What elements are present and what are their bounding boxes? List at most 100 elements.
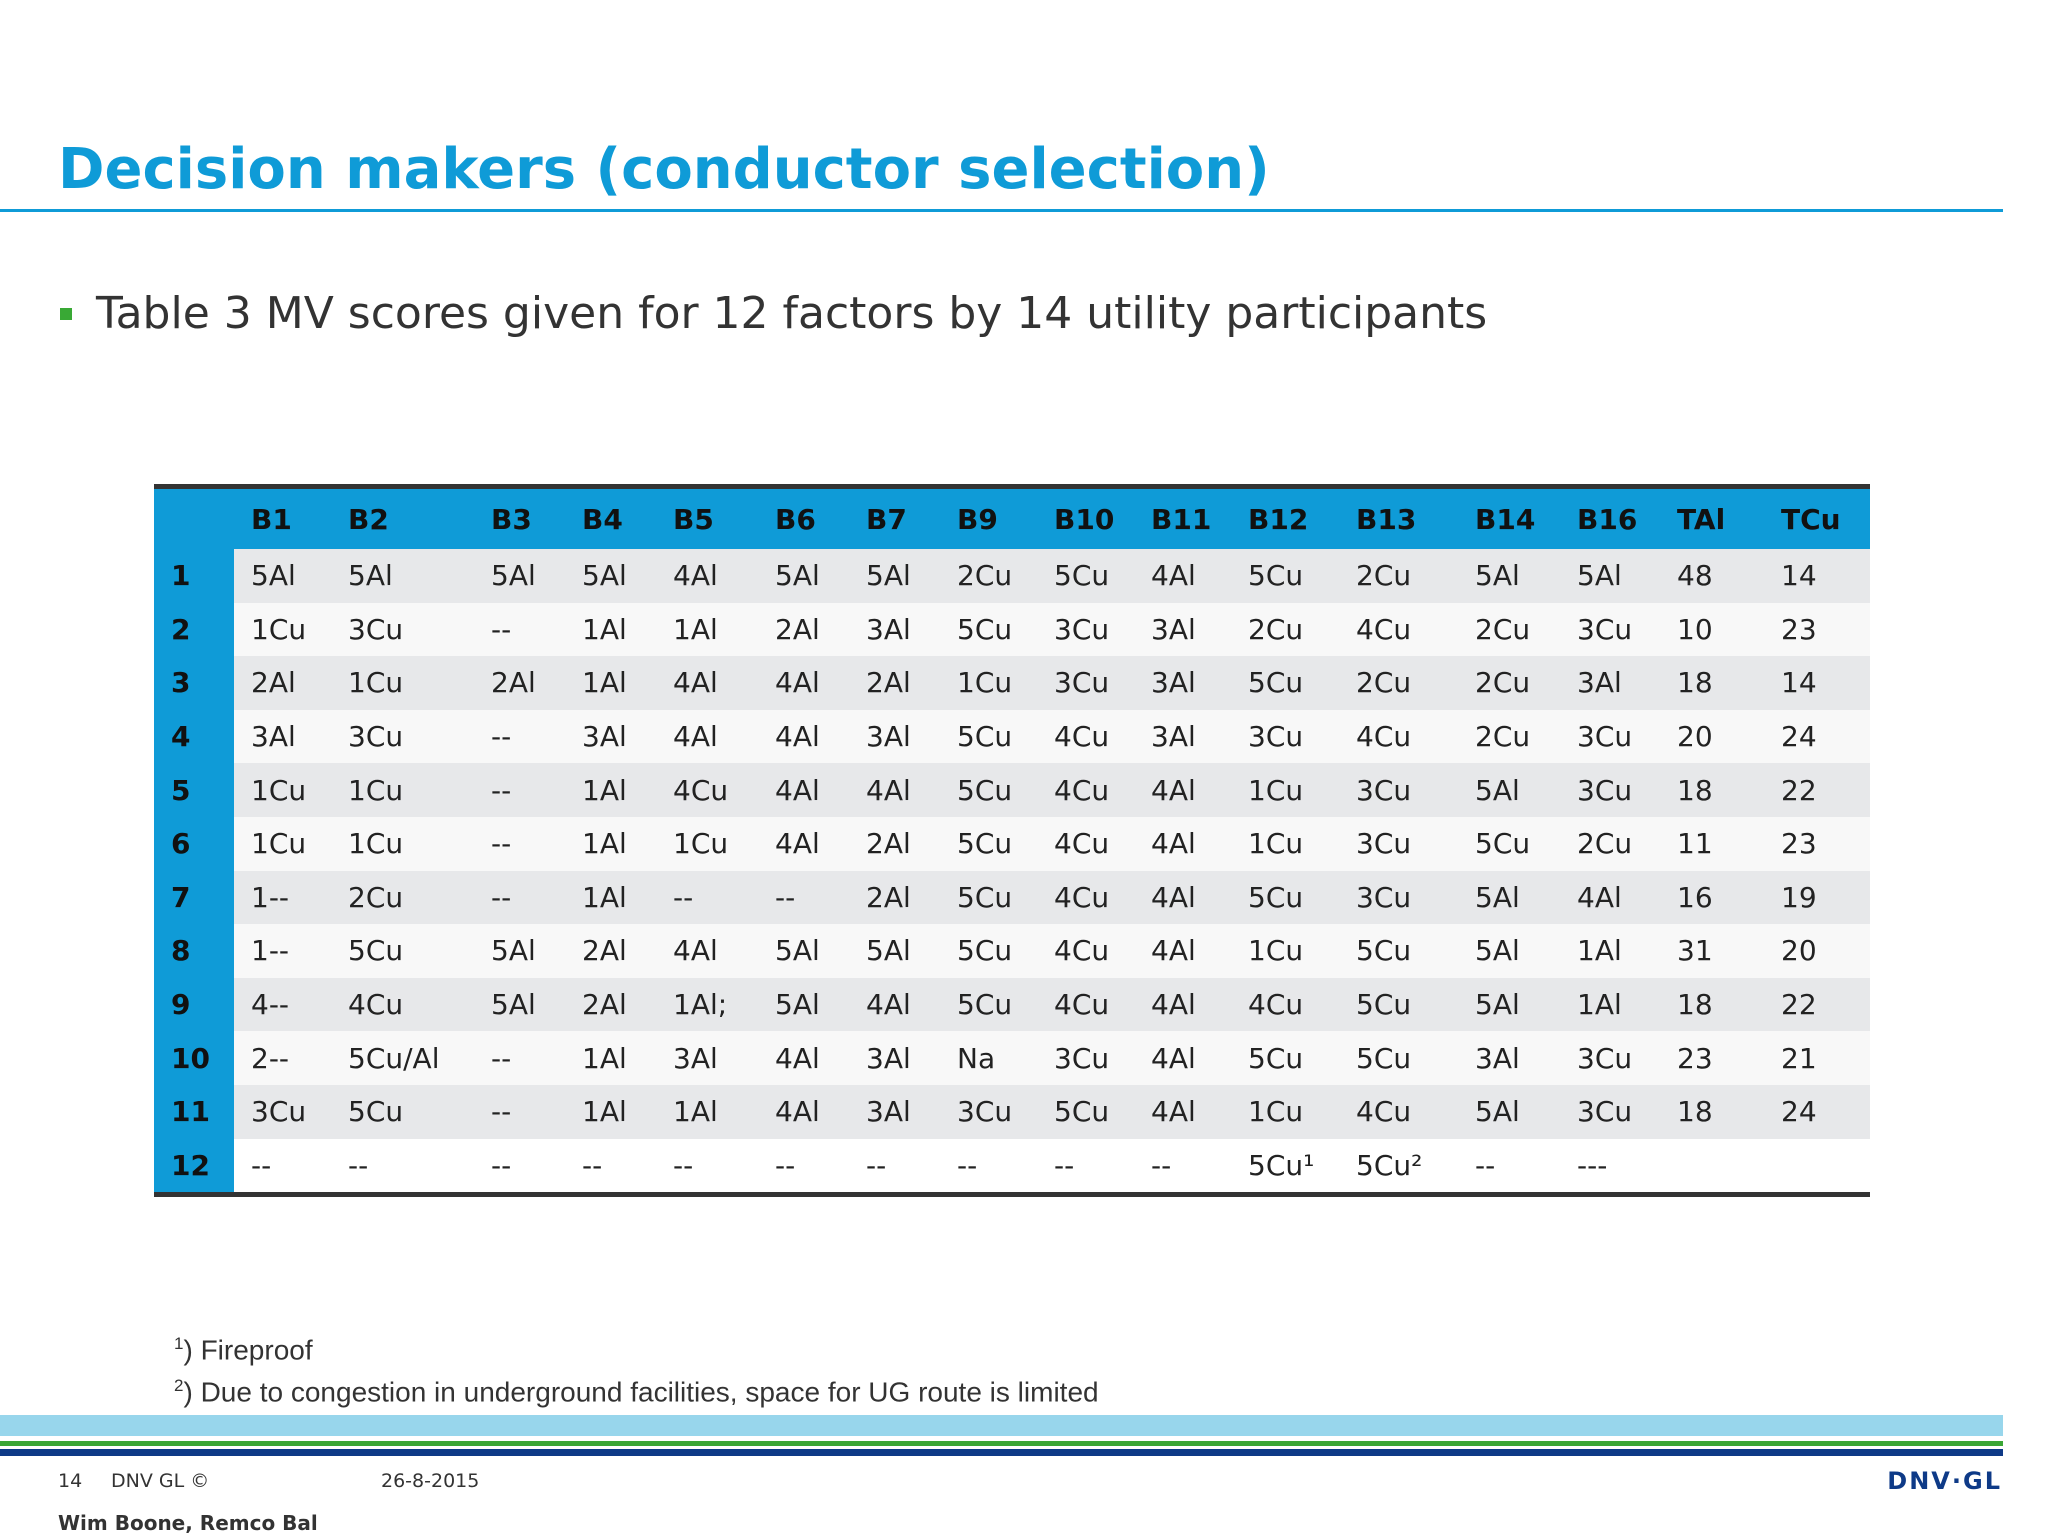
table-cell: 5Cu — [331, 1084, 474, 1139]
table-cell: 3Al — [234, 709, 331, 764]
footnote-text: ) Due to congestion in underground facil… — [183, 1376, 1099, 1408]
table-cell: 1Cu — [1231, 924, 1339, 978]
table-cell: 2Cu — [940, 549, 1037, 603]
table-header-row: B1 B2 B3 B4 B5 B6 B7 B9 B10 B11 B12 B13 B14 B16 TAl TCu — [154, 486, 1870, 549]
table-cell: 1Al — [565, 1031, 656, 1085]
table-cell: 1Cu — [1231, 763, 1339, 817]
table-cell: 3Al — [849, 602, 940, 657]
table-cell: 2Al — [474, 656, 565, 710]
row-header: 1 — [154, 549, 234, 603]
column-header: B14 — [1458, 486, 1560, 549]
row-header: 10 — [154, 1031, 234, 1085]
table-cell: -- — [474, 763, 565, 817]
table-cell: 23 — [1660, 1031, 1764, 1085]
table-cell: 2Cu — [1339, 549, 1458, 603]
table-cell: 3Cu — [1037, 1031, 1134, 1085]
footnote: 1) Fireproof — [174, 1326, 1099, 1368]
page-number: 14 — [58, 1470, 83, 1492]
row-header: 9 — [154, 977, 234, 1032]
table-cell: 4Cu — [1339, 602, 1458, 657]
table-cell: 1Cu — [656, 816, 758, 871]
table-cell: 3Al — [565, 709, 656, 764]
table-cell: 5Al — [331, 549, 474, 603]
table-cell: -- — [474, 1031, 565, 1085]
table-cell: 3Al — [849, 709, 940, 764]
table-cell: 11 — [1660, 816, 1764, 871]
table-cell: 20 — [1764, 924, 1870, 978]
table-cell: 1Cu — [1231, 816, 1339, 871]
table-cell: 3Al — [849, 1084, 940, 1139]
table-cell: 10 — [1660, 602, 1764, 657]
table-cell: 4Al — [656, 709, 758, 764]
table-cell: 5Al — [849, 549, 940, 603]
table-cell: 5Al — [758, 924, 849, 978]
table-cell: 3Cu — [1560, 1031, 1660, 1085]
table-cell: 3Cu — [1037, 656, 1134, 710]
table-cell: 5Al — [1458, 924, 1560, 978]
table-cell: -- — [758, 1138, 849, 1195]
table-cell: 4Al — [758, 763, 849, 817]
table-cell: -- — [849, 1138, 940, 1195]
table-cell: 3Cu — [1560, 709, 1660, 764]
table-cell: 4Al — [1134, 816, 1231, 871]
table-cell: -- — [474, 709, 565, 764]
table-cell: 22 — [1764, 977, 1870, 1032]
table-cell: 3Al — [656, 1031, 758, 1085]
table-cell: 5Cu — [940, 763, 1037, 817]
table-cell: 2Al — [565, 924, 656, 978]
table-row: 11 3Cu 5Cu -- 1Al 1Al 4Al 3Al 3Cu 5Cu 4Al 1Cu 4Cu 5Al… — [154, 1084, 1870, 1139]
table-corner-cell — [154, 486, 234, 549]
table-cell: 4Cu — [1339, 709, 1458, 764]
table-row: 4 3Al 3Cu -- 3Al 4Al 4Al 3Al 5Cu 4Cu 3Al 3Cu 4Cu 2Cu 3… — [154, 709, 1870, 764]
table-cell: 5Al — [1458, 1084, 1560, 1139]
column-header: B7 — [849, 486, 940, 549]
table-cell: 5Cu — [1339, 924, 1458, 978]
table-cell: 1Cu — [331, 816, 474, 871]
table-cell: 1Al — [565, 763, 656, 817]
dnv-gl-logo: DNV·GL — [1887, 1467, 2002, 1494]
table-cell: 14 — [1764, 549, 1870, 603]
table-cell: 5Cu — [1231, 870, 1339, 925]
table-cell: 4Al — [1134, 763, 1231, 817]
table-cell: -- — [1134, 1138, 1231, 1195]
table-cell: 31 — [1660, 924, 1764, 978]
row-header: 4 — [154, 709, 234, 764]
table-cell: -- — [656, 1138, 758, 1195]
scores-table: B1 B2 B3 B4 B5 B6 B7 B9 B10 B11 B12 B13 B14 B16 TAl TCu… — [154, 484, 1870, 1198]
table-row: 10 2-- 5Cu/Al -- 1Al 3Al 4Al 3Al Na 3Cu 4Al 5Cu 5Cu 3… — [154, 1031, 1870, 1085]
table-cell: 2Al — [565, 977, 656, 1032]
footnote-mark: 1 — [174, 1334, 184, 1353]
table-cell: 21 — [1764, 1031, 1870, 1085]
table-cell: 2Cu — [1458, 602, 1560, 657]
row-header: 2 — [154, 602, 234, 657]
table-cell: 5Cu — [940, 602, 1037, 657]
table-cell: 3Cu — [1037, 602, 1134, 657]
column-header: TCu — [1764, 486, 1870, 549]
table-cell: -- — [474, 870, 565, 925]
row-header: 5 — [154, 763, 234, 817]
table-row: 6 1Cu 1Cu -- 1Al 1Cu 4Al 2Al 5Cu 4Cu 4Al 1Cu 3Cu 5Cu 2… — [154, 816, 1870, 871]
table-cell: 5Al — [474, 549, 565, 603]
logo-text: DNV·GL — [1887, 1467, 2002, 1494]
row-header: 12 — [154, 1138, 234, 1195]
table-cell: 5Cu — [1231, 656, 1339, 710]
table-cell: 18 — [1660, 1084, 1764, 1139]
table-cell: 1Cu — [331, 763, 474, 817]
table-cell: -- — [940, 1138, 1037, 1195]
column-header: B9 — [940, 486, 1037, 549]
page-title: Decision makers (conductor selection) — [58, 137, 1270, 202]
footnotes: 1) Fireproof 2) Due to congestion in unde… — [174, 1326, 1099, 1411]
column-header: B4 — [565, 486, 656, 549]
table-cell: -- — [474, 602, 565, 657]
footnote: 2) Due to congestion in underground faci… — [174, 1368, 1099, 1410]
table-cell: 4Al — [849, 763, 940, 817]
table-cell: 5Al — [1458, 977, 1560, 1032]
table-cell: 4Cu — [1037, 924, 1134, 978]
table-cell: 2Al — [758, 602, 849, 657]
table-cell: 20 — [1660, 709, 1764, 764]
table-cell: 1Cu — [331, 656, 474, 710]
table-cell: 4Al — [849, 977, 940, 1032]
table-cell: 3Cu — [1560, 1084, 1660, 1139]
column-header: B11 — [1134, 486, 1231, 549]
table-cell: 4Al — [758, 816, 849, 871]
